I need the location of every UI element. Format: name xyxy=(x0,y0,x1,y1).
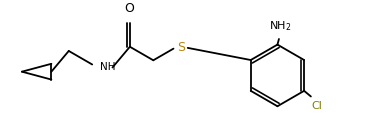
Text: S: S xyxy=(177,41,185,54)
Text: O: O xyxy=(124,2,134,15)
Text: NH$_2$: NH$_2$ xyxy=(269,20,292,33)
Text: Cl: Cl xyxy=(312,101,323,111)
Text: NH: NH xyxy=(101,62,116,72)
